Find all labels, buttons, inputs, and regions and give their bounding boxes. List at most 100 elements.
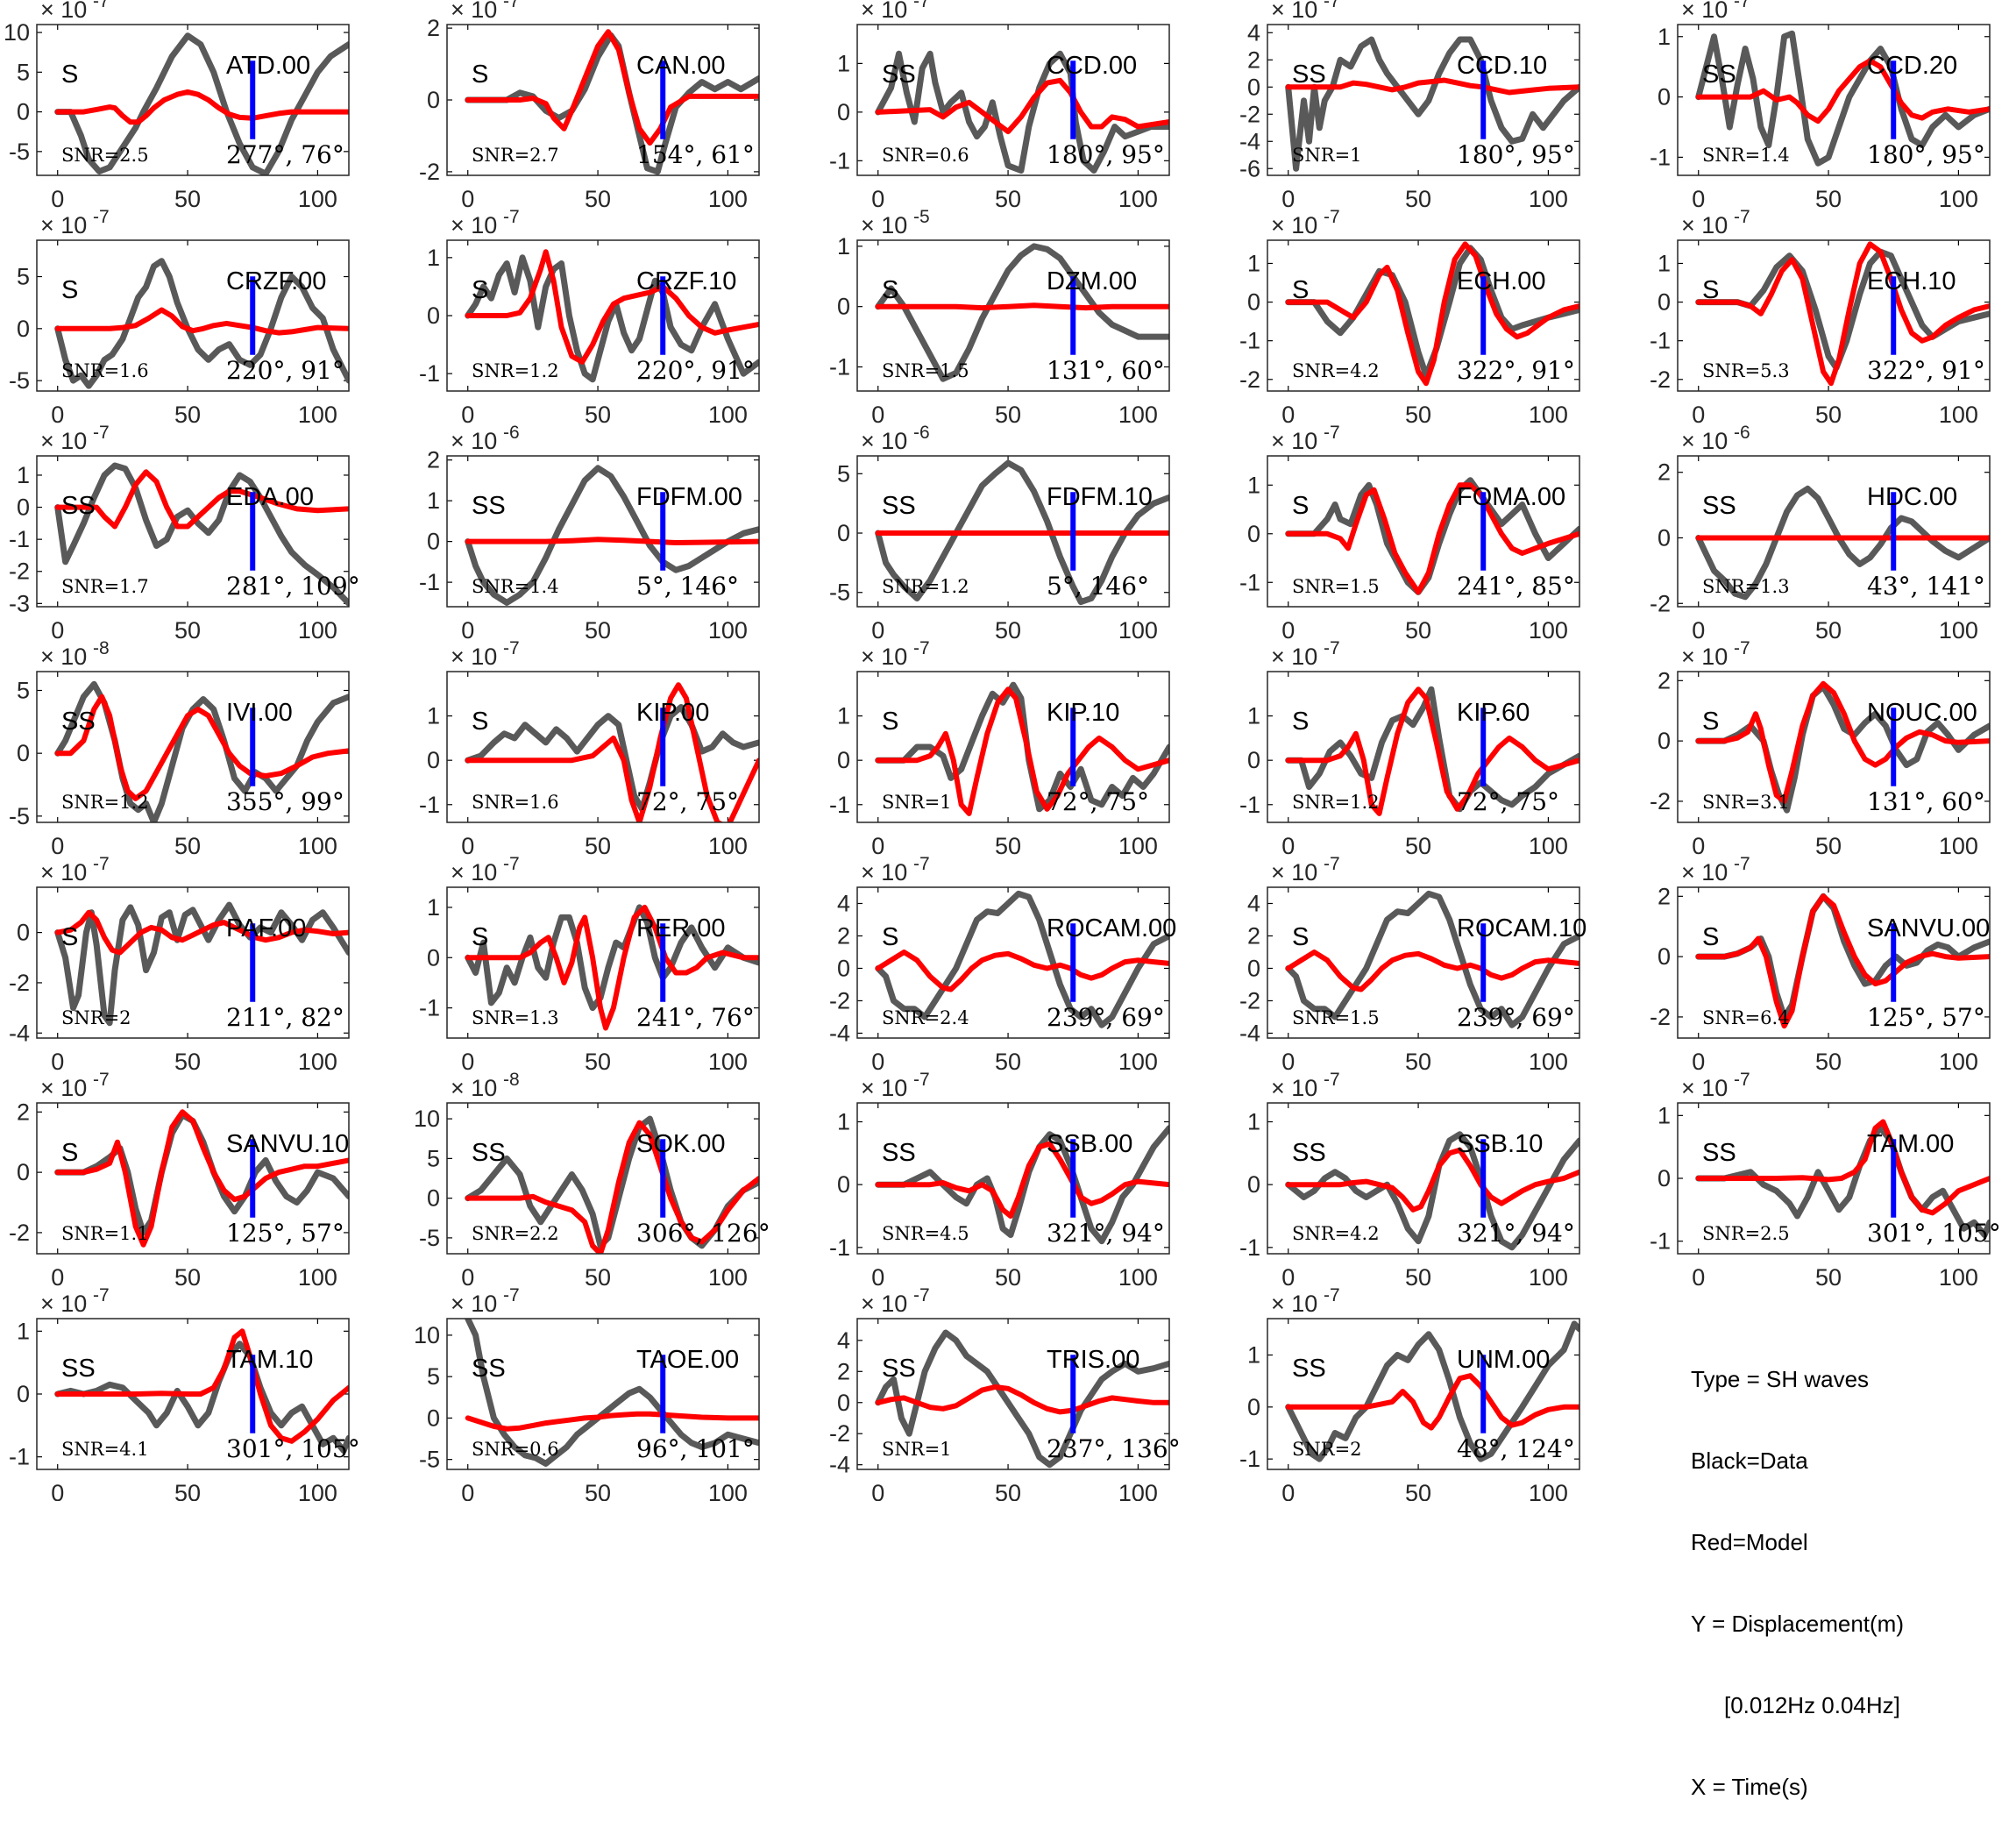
snr-label: SNR=1.6 bbox=[472, 792, 559, 813]
y-tick-label: -1 bbox=[419, 360, 440, 387]
plot-frame bbox=[36, 886, 350, 1039]
panel-fdfm-00: -1 0 1 2 0 50 100 × 10 -6 SS FDFM.00 SNR=1.4 5°, 146… bbox=[419, 423, 760, 644]
plot-frame bbox=[36, 455, 350, 608]
azimuth-label: 72°, 75° bbox=[1047, 787, 1149, 816]
snr-label: SNR=1 bbox=[882, 1439, 952, 1460]
snr-label: SNR=2.5 bbox=[61, 145, 149, 166]
model-trace bbox=[54, 469, 349, 530]
plot-background bbox=[37, 672, 349, 822]
data-trace bbox=[1285, 36, 1579, 172]
model-trace bbox=[54, 89, 349, 125]
y-tick-label: -4 bbox=[1239, 128, 1260, 154]
plot-frame bbox=[856, 886, 1170, 1039]
y-tick-label: 2 bbox=[1658, 459, 1671, 486]
x-tick-label: 100 bbox=[1529, 1049, 1568, 1075]
x-tick-label: 50 bbox=[174, 402, 201, 428]
y-tick-label: -2 bbox=[9, 970, 30, 996]
plot-frame bbox=[1267, 239, 1580, 392]
y-tick-label: 0 bbox=[17, 740, 30, 766]
x-tick-label: 50 bbox=[585, 186, 611, 212]
y-exponent-label: × 10 bbox=[451, 644, 497, 670]
y-tick-label: -1 bbox=[419, 792, 440, 818]
station-label: CCD.00 bbox=[1047, 52, 1137, 80]
y-exponent-label: × 10 bbox=[451, 859, 497, 886]
plot-background bbox=[447, 456, 759, 607]
snr-label: SNR=4.1 bbox=[61, 1439, 149, 1460]
phase-label: SS bbox=[1702, 492, 1736, 520]
azimuth-label: 241°, 85° bbox=[1457, 572, 1575, 601]
x-tick-label: 100 bbox=[708, 833, 748, 859]
x-tick-label: 50 bbox=[995, 1480, 1021, 1501]
y-exponent-value: -7 bbox=[1734, 207, 1750, 227]
x-tick-label: 100 bbox=[1939, 833, 1978, 859]
y-tick-label: 1 bbox=[837, 703, 850, 729]
model-trace bbox=[54, 307, 349, 336]
y-exponent-label: × 10 bbox=[40, 0, 87, 23]
station-label: PAF.00 bbox=[226, 914, 306, 942]
y-tick-label: 0 bbox=[837, 955, 850, 981]
station-label: KIP.00 bbox=[636, 699, 709, 727]
x-tick-label: 0 bbox=[871, 1480, 884, 1501]
y-exponent-label: × 10 bbox=[40, 428, 87, 454]
phase-label: SS bbox=[472, 1139, 506, 1167]
y-tick-label: 2 bbox=[1247, 922, 1260, 949]
x-tick-label: 0 bbox=[51, 617, 64, 644]
y-tick-label: -1 bbox=[1239, 1234, 1260, 1261]
y-tick-label: 0 bbox=[837, 520, 850, 546]
x-tick-label: 50 bbox=[1815, 1049, 1842, 1075]
y-tick-label: 2 bbox=[837, 922, 850, 949]
azimuth-label: 72°, 75° bbox=[636, 787, 739, 816]
x-tick-label: 0 bbox=[51, 402, 64, 428]
x-tick-label: 50 bbox=[1815, 1264, 1842, 1291]
y-exponent-value: -6 bbox=[1734, 423, 1750, 443]
model-trace bbox=[875, 950, 1169, 992]
x-tick-label: 0 bbox=[1281, 402, 1295, 428]
model-trace bbox=[1695, 893, 1990, 1029]
x-tick-label: 0 bbox=[461, 186, 474, 212]
azimuth-label: 72°, 75° bbox=[1457, 787, 1559, 816]
x-tick-label: 0 bbox=[871, 186, 884, 212]
station-label: CAN.00 bbox=[636, 52, 726, 80]
y-exponent-value: -7 bbox=[1324, 0, 1340, 11]
y-exponent-value: -8 bbox=[503, 1070, 520, 1090]
snr-label: SNR=1.7 bbox=[61, 576, 149, 597]
y-tick-label: -2 bbox=[1650, 590, 1671, 616]
data-trace bbox=[465, 704, 759, 813]
y-exponent-label: × 10 bbox=[1681, 0, 1728, 23]
azimuth-label: 180°, 95° bbox=[1047, 140, 1165, 169]
legend-x-axis: X = Time(s) bbox=[1691, 1774, 1808, 1800]
snr-label: SNR=1.4 bbox=[472, 576, 559, 597]
phase-label: S bbox=[61, 923, 78, 951]
azimuth-label: 237°, 136° bbox=[1047, 1434, 1181, 1463]
station-label: FDFM.00 bbox=[636, 483, 742, 511]
station-label: IVI.00 bbox=[226, 699, 293, 727]
x-tick-label: 0 bbox=[1281, 1480, 1295, 1501]
y-exponent-label: × 10 bbox=[1681, 1075, 1728, 1101]
data-trace bbox=[1285, 1320, 1579, 1462]
x-tick-label: 50 bbox=[174, 186, 201, 212]
y-tick-label: 2 bbox=[837, 1358, 850, 1384]
panel-hdc-00: -2 0 2 0 50 100 × 10 -6 SS HDC.00 SNR=1.3 43°, 141° bbox=[1650, 423, 1991, 644]
x-tick-label: 0 bbox=[51, 186, 64, 212]
y-exponent-label: × 10 bbox=[451, 0, 497, 23]
x-tick-label: 50 bbox=[995, 402, 1021, 428]
y-tick-label: 1 bbox=[1247, 472, 1260, 498]
x-tick-label: 0 bbox=[51, 1264, 64, 1291]
y-exponent-label: × 10 bbox=[861, 428, 907, 454]
y-tick-label: -5 bbox=[419, 1225, 440, 1251]
phase-label: SS bbox=[882, 492, 916, 520]
phase-label: SS bbox=[1702, 1139, 1736, 1167]
plot-frame bbox=[1267, 24, 1580, 176]
azimuth-label: 180°, 95° bbox=[1867, 140, 1985, 169]
plot-frame bbox=[1267, 1102, 1580, 1255]
azimuth-label: 301°, 105° bbox=[226, 1434, 360, 1463]
x-tick-label: 100 bbox=[1118, 1049, 1158, 1075]
y-tick-label: 5 bbox=[427, 1363, 440, 1390]
x-tick-label: 100 bbox=[1939, 1264, 1978, 1291]
phase-label: SS bbox=[472, 1355, 506, 1383]
y-tick-label: 4 bbox=[837, 890, 850, 916]
phase-label: S bbox=[882, 923, 898, 951]
x-tick-label: 100 bbox=[1529, 186, 1568, 212]
y-exponent-value: -7 bbox=[503, 207, 520, 227]
model-trace bbox=[54, 1109, 349, 1248]
